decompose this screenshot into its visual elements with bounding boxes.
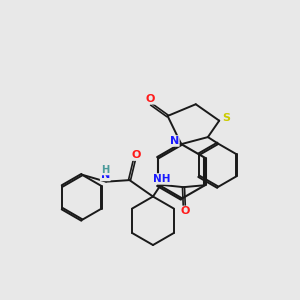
Text: S: S bbox=[222, 113, 230, 123]
Text: N: N bbox=[100, 170, 110, 180]
Text: O: O bbox=[131, 150, 141, 160]
Text: N: N bbox=[169, 136, 179, 146]
Text: NH: NH bbox=[153, 174, 170, 184]
Text: O: O bbox=[180, 206, 190, 216]
Text: H: H bbox=[101, 165, 110, 175]
Text: O: O bbox=[146, 94, 155, 104]
